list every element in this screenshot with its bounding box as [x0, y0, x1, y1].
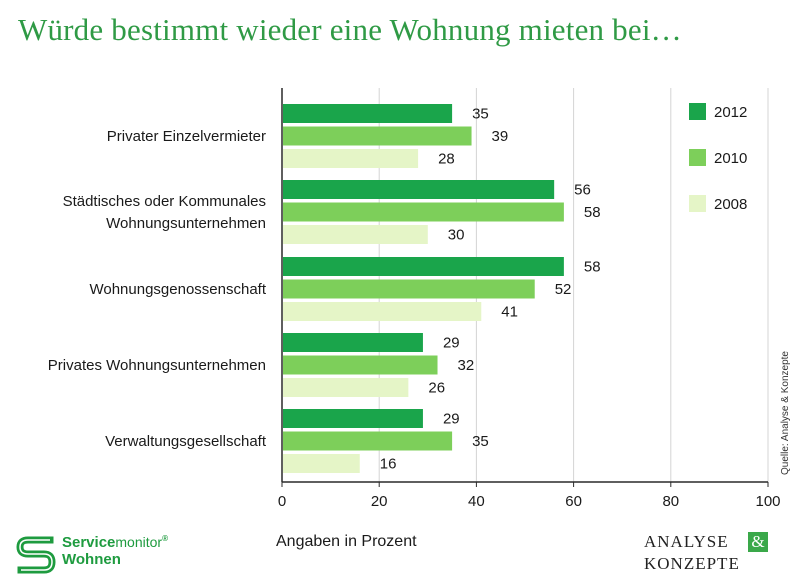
category-label: Städtisches oder Kommunales: [63, 193, 266, 210]
x-axis: 0 20 40 60 80 100: [278, 88, 781, 510]
data-label: 39: [492, 128, 509, 145]
data-label: 29: [443, 411, 460, 428]
data-label: 29: [443, 335, 460, 352]
servicemonitor-logo: Servicemonitor® Wohnen: [16, 532, 206, 578]
data-label: 58: [584, 204, 601, 221]
legend-label: 2012: [714, 104, 747, 121]
legend-swatch-2010: [689, 149, 706, 166]
bar-2012: [283, 409, 423, 428]
data-label: 58: [584, 259, 601, 276]
legend-label: 2010: [714, 150, 747, 167]
x-tick-label: 80: [662, 493, 679, 510]
analyse-konzepte-logo: ANALYSE & KONZEPTE: [644, 530, 774, 580]
bar-2010: [283, 431, 453, 451]
bar-2008: [283, 378, 409, 397]
data-label: 52: [555, 281, 572, 298]
legend: 2012 2010 2008: [689, 103, 747, 213]
legend-swatch-2012: [689, 103, 706, 120]
bar-2010: [283, 202, 564, 222]
logo-bold: Service: [62, 534, 116, 551]
chart-title: Würde bestimmt wieder eine Wohnung miete…: [18, 12, 682, 47]
logo-line1: Servicemonitor®: [62, 534, 168, 551]
logo-line2: Wohnen: [62, 551, 121, 568]
bar-2010: [283, 355, 438, 375]
bar-2012: [283, 333, 423, 352]
bar-2012: [283, 104, 453, 123]
source-note: Quelle: Analyse & Konzepte: [780, 351, 791, 475]
logo-registered: ®: [162, 534, 168, 543]
data-label: 26: [428, 380, 445, 397]
x-tick-label: 60: [565, 493, 582, 510]
data-label: 30: [448, 227, 465, 244]
logo-thin: monitor: [115, 534, 163, 550]
category-label: Wohnungsgenossenschaft: [89, 281, 266, 298]
category-label: Privates Wohnungsunternehmen: [48, 357, 266, 374]
category-label: Privater Einzelvermieter: [107, 128, 266, 145]
legend-swatch-2008: [689, 195, 706, 212]
servicemonitor-s-icon: [16, 536, 56, 574]
x-tick-label: 100: [755, 493, 780, 510]
logo-ampersand: &: [748, 532, 768, 552]
bar-2008: [283, 302, 482, 321]
bar-2012: [283, 180, 555, 199]
data-label: 35: [472, 433, 489, 450]
category-label: Wohnungsunternehmen: [106, 215, 266, 232]
bar-2010: [283, 126, 472, 146]
x-tick-label: 40: [468, 493, 485, 510]
x-tick-label: 20: [371, 493, 388, 510]
bar-2008: [283, 149, 419, 168]
x-axis-label: Angaben in Prozent: [276, 533, 417, 550]
bar-2008: [283, 454, 360, 473]
data-label: 28: [438, 151, 455, 168]
category-label: Verwaltungsgesellschaft: [105, 433, 267, 450]
data-label: 32: [458, 357, 475, 374]
data-label: 56: [574, 182, 591, 199]
data-label: 41: [501, 304, 518, 321]
logo-analyse: ANALYSE: [644, 532, 729, 551]
bar-2012: [283, 257, 564, 276]
data-label: 16: [380, 456, 397, 473]
x-tick-label: 0: [278, 493, 286, 510]
bar-2010: [283, 279, 535, 299]
logo-konzepte: KONZEPTE: [644, 554, 740, 573]
bar-2008: [283, 225, 428, 244]
legend-label: 2008: [714, 196, 747, 213]
data-label: 35: [472, 106, 489, 123]
category-labels: Privater Einzelvermieter Städtisches oder…: [48, 128, 267, 450]
